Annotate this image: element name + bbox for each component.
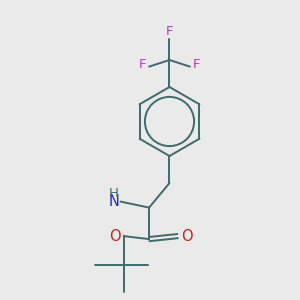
Text: O: O <box>182 229 193 244</box>
Text: F: F <box>139 58 146 71</box>
Text: F: F <box>166 25 173 38</box>
Text: N: N <box>108 194 119 209</box>
Text: H: H <box>109 187 119 200</box>
Text: F: F <box>193 58 200 71</box>
Text: O: O <box>109 229 121 244</box>
